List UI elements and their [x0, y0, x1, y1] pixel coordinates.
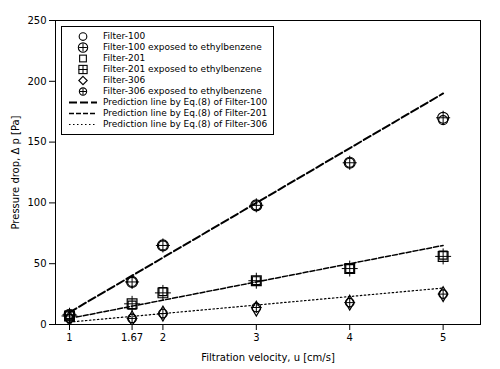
html-text:Filter-306: Filter-306 [103, 75, 146, 85]
html-text:Filter-100 exposed to ethylben: Filter-100 exposed to ethylbenzene [103, 42, 262, 52]
svg-text:150: 150 [27, 136, 46, 147]
svg-text:Pressure drop, Δ p [Pa]: Pressure drop, Δ p [Pa] [10, 115, 21, 229]
html-text:Prediction line by Eq.(8) of F: Prediction line by Eq.(8) of Filter-306 [103, 119, 268, 129]
svg-text:5: 5 [440, 332, 446, 343]
svg-text:4: 4 [347, 332, 353, 343]
html-text:Filter-100: Filter-100 [103, 31, 146, 41]
html-text:Prediction line by Eq.(8) of F: Prediction line by Eq.(8) of Filter-100 [103, 97, 268, 107]
html-text:Filter-306 exposed to ethylben: Filter-306 exposed to ethylbenzene [103, 86, 262, 96]
svg-text:Filtration velocity, u [cm/s]: Filtration velocity, u [cm/s] [201, 352, 335, 363]
svg-text:250: 250 [27, 15, 46, 26]
svg-text:2: 2 [160, 332, 166, 343]
svg-text:100: 100 [27, 197, 46, 208]
svg-text:3: 3 [253, 332, 259, 343]
svg-text:50: 50 [34, 258, 47, 269]
html-text:Prediction line by Eq.(8) of F: Prediction line by Eq.(8) of Filter-201 [103, 108, 268, 118]
svg-text:1.67: 1.67 [121, 332, 143, 343]
svg-text:0: 0 [40, 319, 46, 330]
svg-text:200: 200 [27, 76, 46, 87]
svg-text:1: 1 [66, 332, 72, 343]
html-text:Filter-201 exposed to ethylben: Filter-201 exposed to ethylbenzene [103, 64, 262, 74]
html-text:Filter-201: Filter-201 [103, 53, 146, 63]
